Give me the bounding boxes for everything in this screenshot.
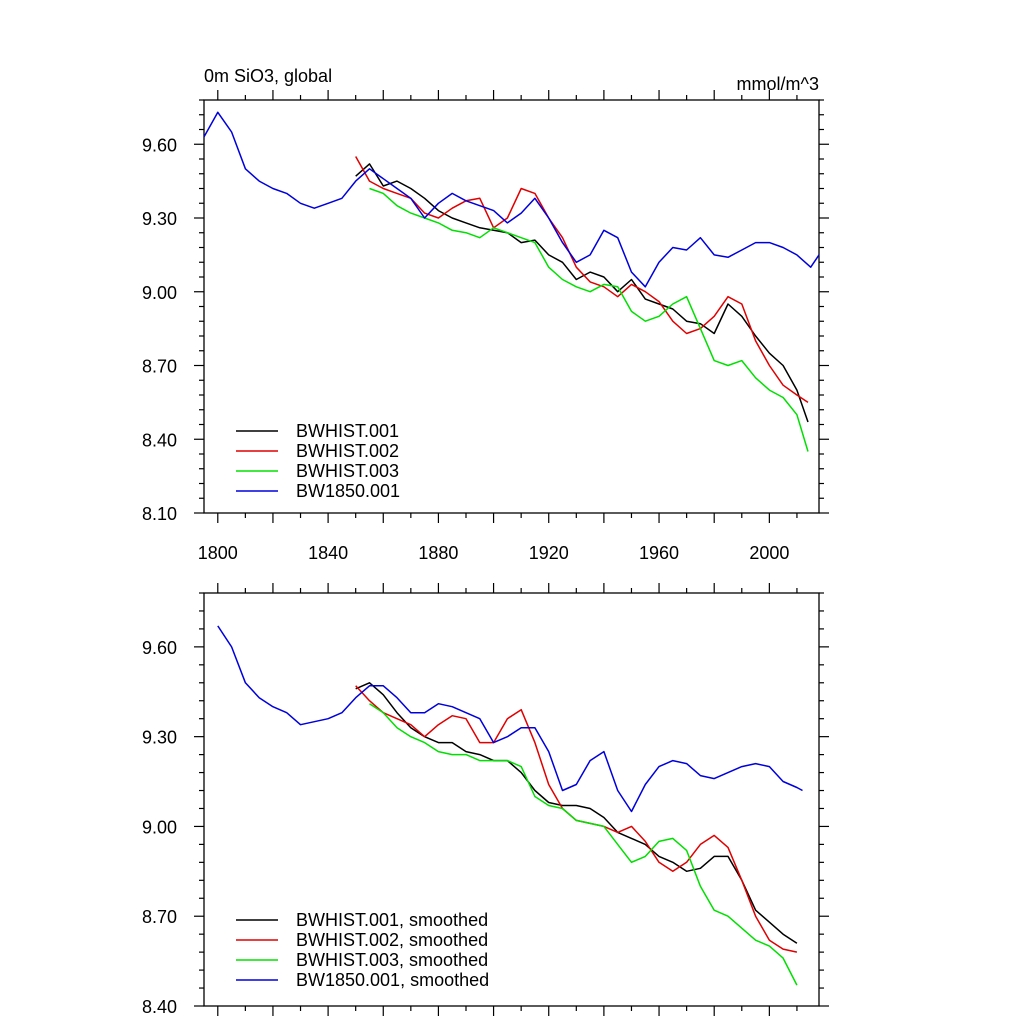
y-tick-label: 8.70 — [142, 357, 177, 377]
panel-bottom: 8.40 8.70 9.00 9.30 9.60 BWHIST.001, smoothed… — [142, 583, 829, 1017]
series-line-bwhist-001-smoothed — [355, 682, 798, 944]
x-tick-label: 1920 — [529, 543, 569, 563]
series-line-bwhist-003-smoothed — [369, 703, 798, 986]
chart-title: 0m SiO3, global — [204, 66, 332, 86]
y-tick-label: 8.40 — [142, 430, 177, 450]
series-line-bwhist-001 — [355, 163, 809, 423]
y-tick-label: 9.60 — [142, 638, 177, 658]
y-tick-label: 9.60 — [142, 135, 177, 155]
x-tick-label: 1880 — [418, 543, 458, 563]
plot-frame — [203, 592, 820, 1007]
y-tick-label: 9.30 — [142, 728, 177, 748]
panel-top: 0m SiO3, global mmol/m^3 1800 1840 1880 1920 1… — [142, 66, 829, 563]
y-tick-label: 9.00 — [142, 283, 177, 303]
y-tick-label: 8.40 — [142, 997, 177, 1017]
legend-label-bw1850-001: BW1850.001 — [296, 481, 400, 501]
x-tick-label: 2000 — [749, 543, 789, 563]
legend-label-bwhist-002: BWHIST.002 — [296, 441, 399, 461]
legend-label-bwhist-001-smoothed: BWHIST.001, smoothed — [296, 910, 488, 930]
legend-label-bwhist-003-smoothed: BWHIST.003, smoothed — [296, 950, 488, 970]
y-tick-label: 9.00 — [142, 817, 177, 837]
legend-label-bwhist-001: BWHIST.001 — [296, 421, 399, 441]
series-line-bw1850-001-smoothed — [217, 625, 803, 813]
y-tick-label: 8.70 — [142, 907, 177, 927]
series-line-bwhist-003 — [369, 187, 809, 452]
y-tick-label: 8.10 — [142, 504, 177, 524]
series-line-bwhist-002 — [355, 156, 809, 404]
legend-label-bw1850-001-smoothed: BW1850.001, smoothed — [296, 970, 489, 990]
legend-label-bwhist-002-smoothed: BWHIST.002, smoothed — [296, 930, 488, 950]
y-tick-label: 9.30 — [142, 209, 177, 229]
units-label: mmol/m^3 — [737, 74, 819, 94]
legend-label-bwhist-003: BWHIST.003 — [296, 461, 399, 481]
x-tick-label: 1800 — [198, 543, 238, 563]
x-tick-label: 1960 — [639, 543, 679, 563]
series-line-bw1850-001 — [203, 111, 820, 288]
x-tick-label: 1840 — [308, 543, 348, 563]
